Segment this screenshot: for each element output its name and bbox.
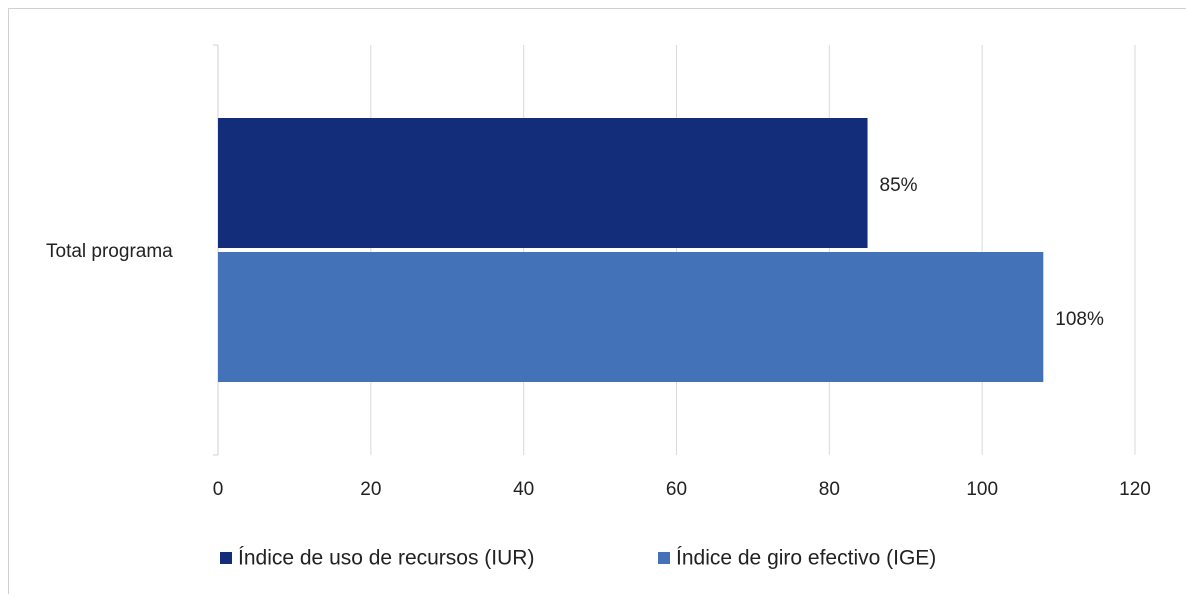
y-tick-label: Total programa [46, 241, 173, 262]
bar [218, 252, 1043, 382]
bar [218, 118, 868, 248]
x-tick-label: 0 [213, 479, 224, 500]
x-tick-label: 40 [513, 479, 534, 500]
value-label: 85% [880, 175, 918, 196]
x-tick-label: 20 [360, 479, 381, 500]
value-label: 108% [1055, 309, 1104, 330]
legend-marker [658, 552, 670, 564]
x-tick-label: 80 [819, 479, 840, 500]
legend-label: Índice de giro efectivo (IGE) [676, 547, 936, 570]
x-tick-label: 100 [966, 479, 998, 500]
legend-marker [220, 552, 232, 564]
x-tick-label: 60 [666, 479, 687, 500]
x-tick-label: 120 [1119, 479, 1151, 500]
legend-label: Índice de uso de recursos (IUR) [238, 547, 534, 570]
